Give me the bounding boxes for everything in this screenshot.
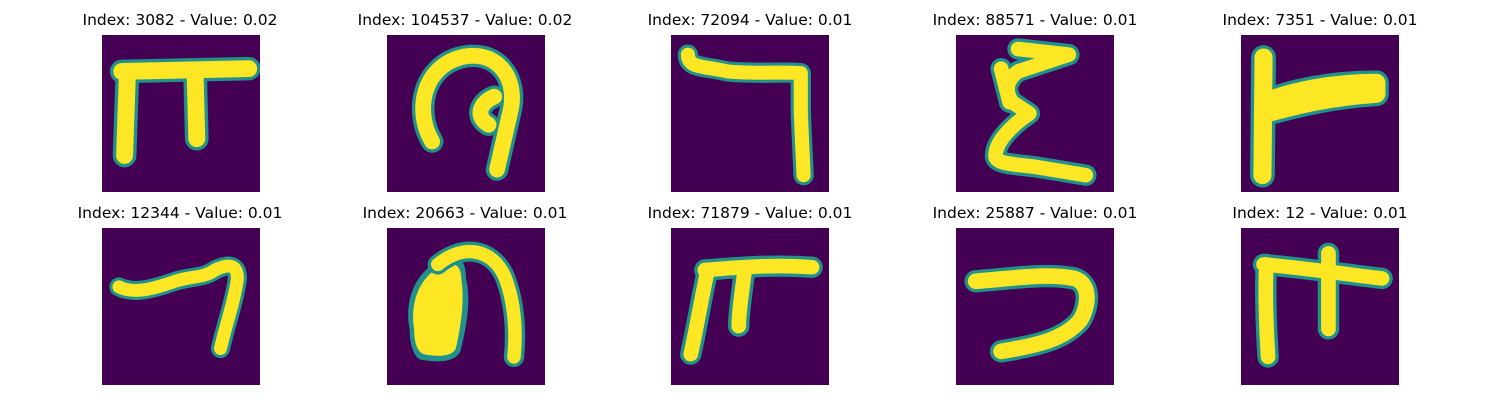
panel-4: Index: 88571 - Value: 0.01 [885, 0, 1185, 192]
panel-title: Index: 12 - Value: 0.01 [1232, 204, 1408, 222]
panel-title: Index: 7351 - Value: 0.01 [1222, 11, 1418, 29]
panel-title: Index: 25887 - Value: 0.01 [932, 204, 1138, 222]
pi-shape-icon [102, 35, 260, 192]
flag-shape-icon [1241, 35, 1399, 192]
panel-9: Index: 25887 - Value: 0.01 [885, 193, 1185, 385]
panel-title: Index: 3082 - Value: 0.02 [82, 11, 278, 29]
arch-shape-icon [387, 228, 545, 385]
curve-shape-icon [956, 228, 1114, 385]
hook-shape-icon [671, 35, 829, 192]
panel-title: Index: 20663 - Value: 0.01 [362, 204, 568, 222]
panel-7: Index: 20663 - Value: 0.01 [315, 193, 615, 385]
gate-shape-icon [671, 228, 829, 385]
seven-shape-icon [102, 228, 260, 385]
panel-10: Index: 12 - Value: 0.01 [1170, 193, 1470, 385]
panel-1: Index: 3082 - Value: 0.02 [30, 0, 330, 192]
panel-title: Index: 71879 - Value: 0.01 [647, 204, 853, 222]
panel-5: Index: 7351 - Value: 0.01 [1170, 0, 1470, 192]
panel-title: Index: 104537 - Value: 0.02 [357, 11, 573, 29]
sigma-shape-icon [956, 35, 1114, 192]
panel-3: Index: 72094 - Value: 0.01 [600, 0, 900, 192]
panel-6: Index: 12344 - Value: 0.01 [30, 193, 330, 385]
loop-shape-icon [387, 35, 545, 192]
panel-2: Index: 104537 - Value: 0.02 [315, 0, 615, 192]
tee-shape-icon [1241, 228, 1399, 385]
panel-8: Index: 71879 - Value: 0.01 [600, 193, 900, 385]
panel-title: Index: 12344 - Value: 0.01 [77, 204, 283, 222]
panel-title: Index: 72094 - Value: 0.01 [647, 11, 853, 29]
panel-title: Index: 88571 - Value: 0.01 [932, 11, 1138, 29]
